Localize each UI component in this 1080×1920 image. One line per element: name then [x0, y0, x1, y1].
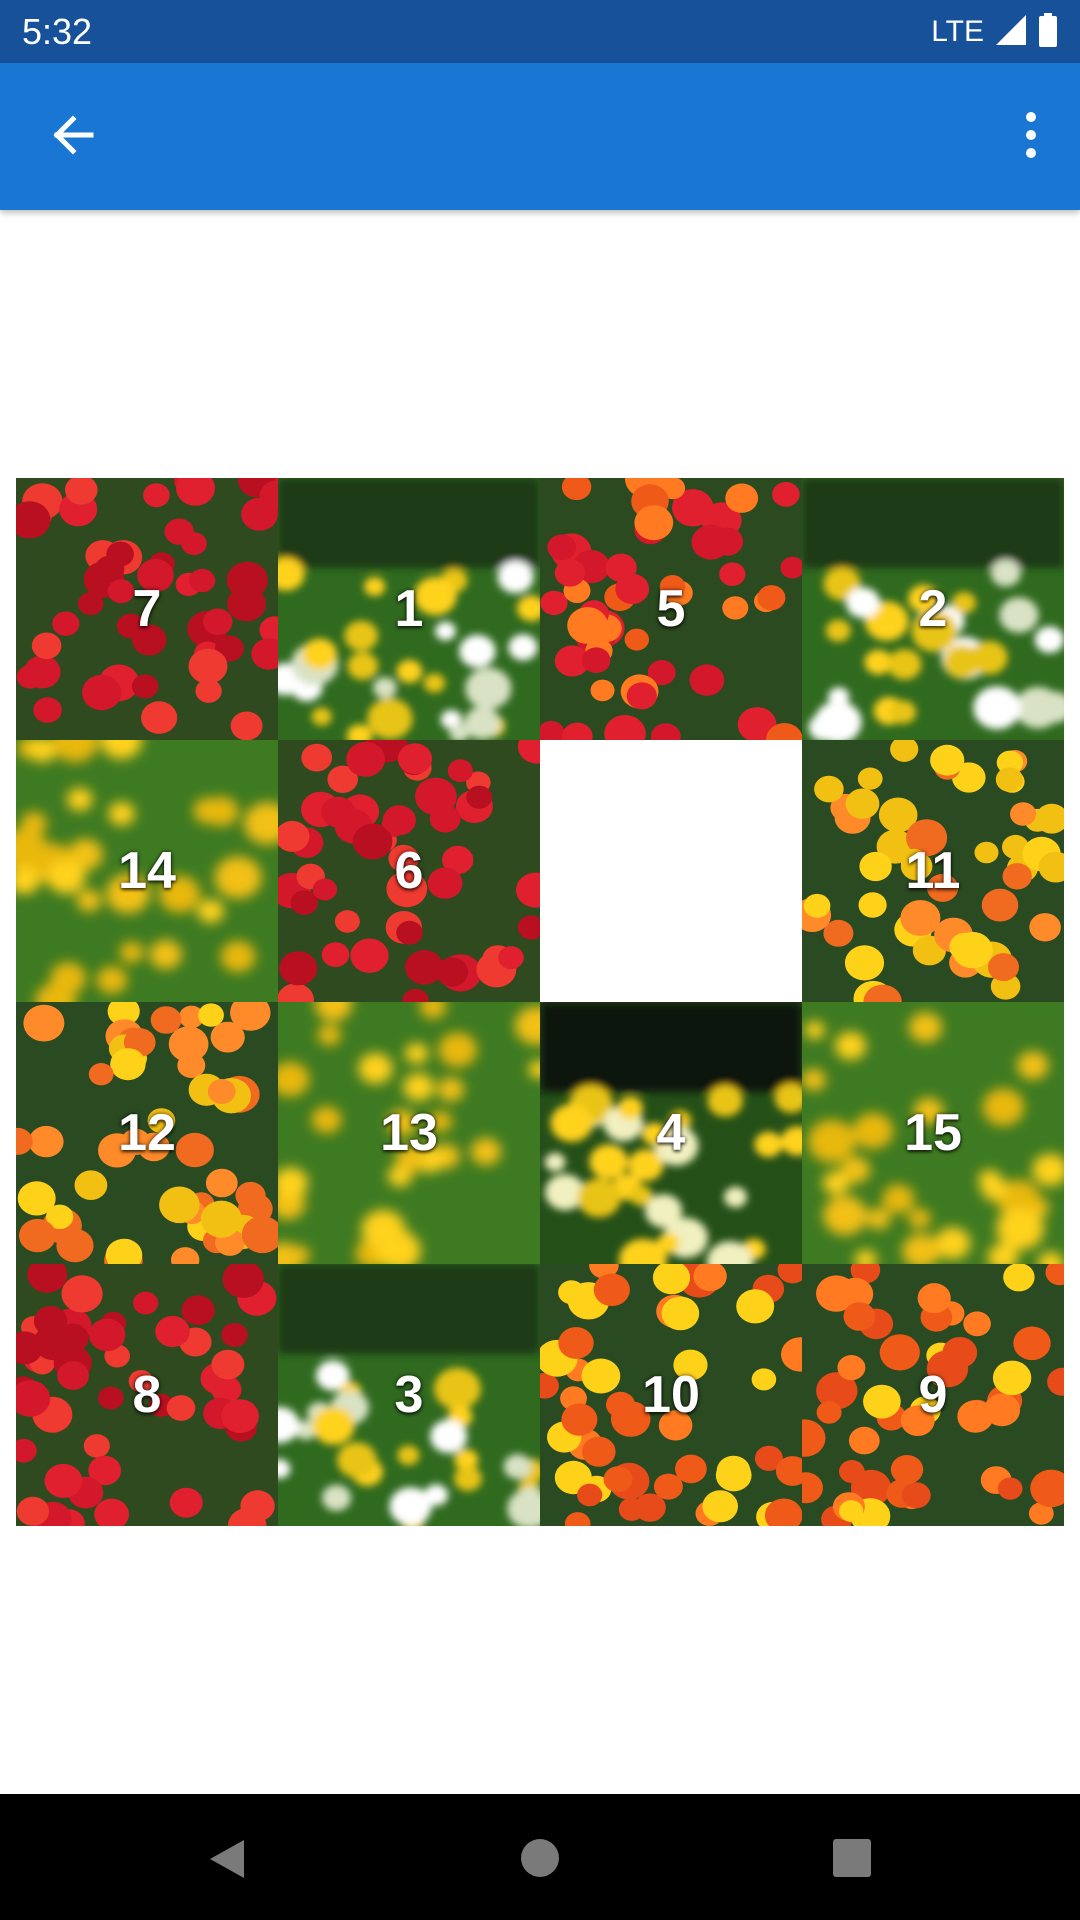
tile-number: 8 [132, 1366, 162, 1424]
puzzle-tile[interactable]: 13 [278, 1002, 540, 1264]
puzzle-tile[interactable]: 4 [540, 1002, 802, 1264]
tile-image [278, 1002, 540, 1264]
puzzle-tile[interactable]: 5 [540, 478, 802, 740]
signal-icon [994, 13, 1028, 52]
puzzle-board: 7 1 5 2 14 6 11 12 13 4 15 8 3 10 9 [16, 478, 1064, 1526]
tile-number: 1 [394, 580, 424, 638]
tile-number: 2 [918, 580, 948, 638]
nav-recents-icon[interactable] [830, 1836, 874, 1880]
status-bar: 5:32 LTE [0, 0, 1080, 63]
puzzle-tile[interactable]: 2 [802, 478, 1064, 740]
tile-number: 11 [905, 842, 961, 900]
tile-number: 12 [118, 1104, 176, 1162]
battery-icon [1038, 12, 1058, 52]
tile-image [540, 478, 802, 740]
puzzle-tile[interactable]: 10 [540, 1264, 802, 1526]
status-time: 5:32 [22, 11, 93, 52]
tile-number: 4 [656, 1104, 686, 1162]
tile-number: 13 [380, 1104, 438, 1162]
tile-image [278, 478, 540, 740]
tile-image [802, 740, 1064, 1002]
status-icons: LTE [931, 12, 1058, 52]
tile-number: 3 [394, 1366, 424, 1424]
tile-image [802, 478, 1064, 740]
arrow-back-icon [49, 111, 97, 164]
tile-image [16, 1264, 278, 1526]
tile-image [16, 478, 278, 740]
puzzle-tile[interactable]: 1 [278, 478, 540, 740]
tile-image [278, 1264, 540, 1526]
nav-back-icon[interactable] [204, 1836, 250, 1882]
puzzle-tile[interactable]: 3 [278, 1264, 540, 1526]
back-button[interactable] [38, 107, 108, 167]
puzzle-tile[interactable]: 9 [802, 1264, 1064, 1526]
tile-image [16, 740, 278, 1002]
puzzle-tile[interactable]: 6 [278, 740, 540, 1002]
puzzle-empty-slot[interactable] [540, 740, 802, 1002]
tile-image [802, 1264, 1064, 1526]
tile-image [802, 1002, 1064, 1264]
app-bar [0, 63, 1080, 210]
network-type: LTE [931, 15, 984, 48]
puzzle-tile[interactable]: 14 [16, 740, 278, 1002]
nav-home-icon[interactable] [518, 1836, 562, 1880]
system-nav-bar [0, 1794, 1080, 1920]
puzzle-tile[interactable]: 12 [16, 1002, 278, 1264]
tile-number: 7 [132, 580, 162, 638]
tile-number: 14 [118, 842, 176, 900]
puzzle-tile[interactable]: 11 [802, 740, 1064, 1002]
more-vert-icon [1023, 111, 1039, 164]
puzzle-tile[interactable]: 15 [802, 1002, 1064, 1264]
puzzle-tile[interactable]: 7 [16, 478, 278, 740]
tile-image [540, 1264, 802, 1526]
tile-number: 10 [642, 1366, 700, 1424]
puzzle-tile[interactable]: 8 [16, 1264, 278, 1526]
tile-number: 5 [656, 580, 686, 638]
tile-number: 6 [394, 842, 424, 900]
tile-image [540, 1002, 802, 1264]
tile-image [16, 1002, 278, 1264]
tile-image [278, 740, 540, 1002]
tile-number: 15 [904, 1104, 962, 1162]
tile-number: 9 [918, 1366, 948, 1424]
overflow-menu-button[interactable] [996, 99, 1066, 175]
